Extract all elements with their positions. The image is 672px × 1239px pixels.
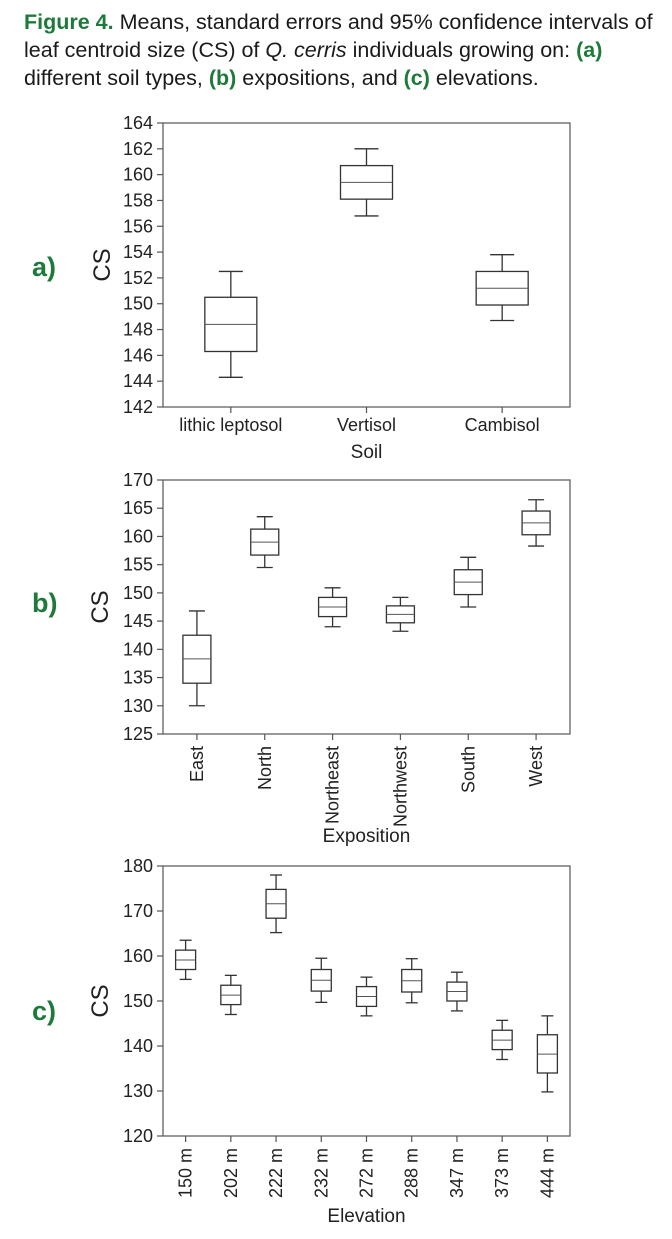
- y-axis-label: CS: [87, 984, 114, 1017]
- y-tick-label: 120: [123, 1126, 153, 1146]
- caption-text-b: expositions, and: [236, 66, 404, 90]
- x-tick-label: 202 m: [221, 1148, 241, 1198]
- x-tick-label: Vertisol: [337, 415, 396, 435]
- caption-ref-b: (b): [208, 66, 237, 90]
- y-tick-label: 145: [123, 611, 153, 631]
- y-tick-label: 152: [123, 268, 153, 288]
- panel-c: c) 120 130 140 150 160 170 180 150 m 202 m 222 m 2…: [0, 850, 672, 1234]
- caption-text-c: elevations.: [429, 66, 539, 90]
- y-tick-label: 180: [123, 856, 153, 876]
- y-tick-label: 170: [123, 470, 153, 490]
- y-tick-label: 162: [123, 139, 153, 159]
- y-tick-label: 154: [123, 242, 153, 262]
- x-tick-label: North: [255, 746, 275, 790]
- x-tick-label: 150 m: [176, 1148, 196, 1198]
- panel-b: b) 125 130 135 140 145 150 155 160 165 170 East Nor…: [0, 462, 672, 852]
- panel-c-letter: c): [32, 996, 57, 1026]
- chart-elevation: 120 130 140 150 160 170 180 150 m 202 m 222 m 232 …: [87, 856, 571, 1227]
- caption-text-2: individuals growing on:: [346, 38, 577, 62]
- plot-frame: [162, 479, 571, 735]
- panel-a-letter: a): [32, 252, 57, 282]
- x-tick-label: 232 m: [311, 1148, 331, 1198]
- caption-text-1: Means, standard errors and 95% confidenc…: [24, 10, 653, 62]
- y-tick-label: 150: [123, 583, 153, 603]
- y-tick-label: 160: [123, 165, 153, 185]
- y-tick-label: 160: [123, 946, 153, 966]
- y-tick-label: 148: [123, 320, 153, 340]
- y-tick-label: 150: [123, 991, 153, 1011]
- y-axis-label: CS: [89, 248, 116, 281]
- y-tick-label: 165: [123, 498, 153, 518]
- x-tick-label: Northwest: [390, 746, 410, 827]
- y-tick-label: 125: [123, 724, 153, 744]
- x-tick-label: Northeast: [323, 746, 343, 824]
- x-axis-label: Soil: [351, 442, 383, 463]
- x-tick-label: 272 m: [357, 1148, 377, 1198]
- y-tick-label: 135: [123, 668, 153, 688]
- x-tick-label: 444 m: [537, 1148, 557, 1198]
- y-tick-label: 144: [123, 371, 153, 391]
- caption-text-a: different soil types,: [24, 66, 209, 90]
- y-tick-label: 142: [123, 397, 153, 417]
- chart-soil: 142 144 146 148 150 152 154 156 158 160 162 164 lith…: [89, 113, 571, 463]
- x-tick-label: lithic leptosol: [179, 415, 282, 435]
- y-tick-label: 160: [123, 526, 153, 546]
- y-tick-label: 158: [123, 190, 153, 210]
- panel-b-letter: b): [32, 588, 58, 618]
- caption-ref-a: (a): [576, 38, 603, 62]
- x-tick-label: South: [458, 746, 478, 793]
- x-tick-label: 373 m: [492, 1148, 512, 1198]
- y-tick-label: 140: [123, 639, 153, 659]
- y-tick-label: 130: [123, 696, 153, 716]
- y-tick-label: 156: [123, 216, 153, 236]
- x-tick-label: 288 m: [402, 1148, 422, 1198]
- y-tick-label: 150: [123, 294, 153, 314]
- panel-a: a) 142 144 146 148 150 152 154 156 158 160 162 164 l…: [0, 110, 672, 470]
- y-axis-label: CS: [87, 590, 114, 623]
- figure-label: Figure 4.: [24, 10, 114, 34]
- figure-caption: Figure 4. Means, standard errors and 95%…: [24, 8, 654, 92]
- x-tick-label: Cambisol: [465, 415, 540, 435]
- y-tick-label: 170: [123, 901, 153, 921]
- y-tick-label: 146: [123, 345, 153, 365]
- y-tick-label: 155: [123, 555, 153, 575]
- caption-ref-c: (c): [403, 66, 430, 90]
- chart-exposition: 125 130 135 140 145 150 155 160 165 170 East North N…: [87, 470, 571, 847]
- x-axis-label: Elevation: [327, 1206, 405, 1227]
- x-axis-label: Exposition: [323, 826, 411, 847]
- x-tick-label: West: [526, 746, 546, 787]
- x-tick-label: East: [187, 746, 207, 782]
- x-tick-label: 347 m: [447, 1148, 467, 1198]
- y-tick-label: 164: [123, 113, 153, 133]
- y-tick-label: 130: [123, 1081, 153, 1101]
- caption-species: Q. cerris: [265, 38, 347, 62]
- x-tick-label: 222 m: [266, 1148, 286, 1198]
- y-tick-label: 140: [123, 1036, 153, 1056]
